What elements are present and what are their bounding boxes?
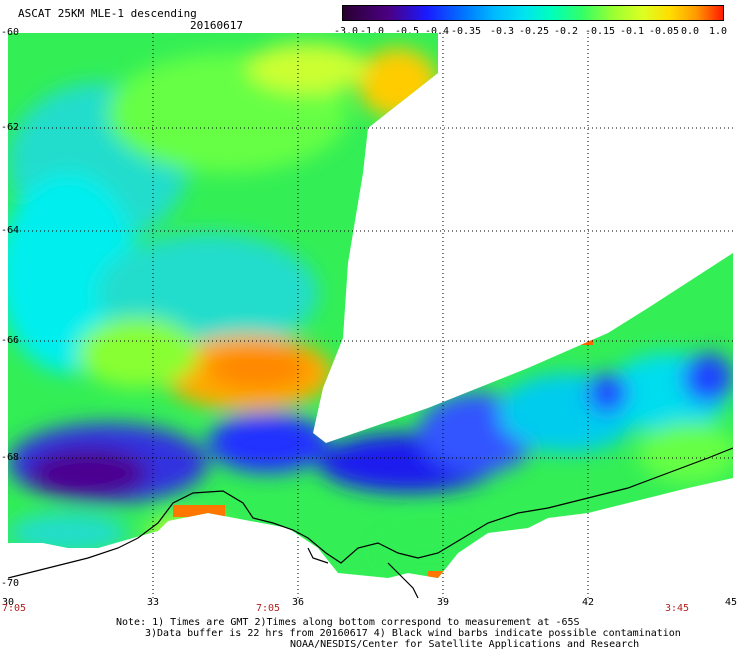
longitude-label: 45 [724, 597, 738, 608]
map-title: ASCAT 25KM MLE-1 descending [18, 7, 197, 20]
longitude-label: 42 [581, 597, 595, 608]
colorbar-label: -0.3 [489, 26, 515, 37]
time-label: 3:45 [664, 603, 690, 614]
colorbar-label: -3.0 [333, 26, 359, 37]
note-line-1: Note: 1) Times are GMT 2)Times along bot… [116, 617, 580, 628]
longitude-label: 39 [436, 597, 450, 608]
colorbar-label: -0.1 [619, 26, 645, 37]
latitude-label: -68 [1, 452, 20, 463]
colorbar-label: 1.0 [708, 26, 728, 37]
colorbar-label: -1.0 [359, 26, 385, 37]
credit-line: NOAA/NESDIS/Center for Satellite Applica… [290, 639, 640, 650]
colorbar-label: -0.15 [584, 26, 616, 37]
latitude-label: -62 [1, 122, 20, 133]
time-label: 7:05 [1, 603, 27, 614]
colorbar-label: -0.35 [450, 26, 482, 37]
time-label: 7:05 [255, 603, 281, 614]
note-line-2: 3)Data buffer is 22 hrs from 20160617 4)… [145, 628, 681, 639]
colorbar-label: -0.2 [553, 26, 579, 37]
colorbar-label: -0.5 [394, 26, 420, 37]
longitude-label: 30 [1, 597, 15, 608]
colorbar-label: -0.25 [518, 26, 550, 37]
colorbar-label: -0.4 [424, 26, 450, 37]
colorbar [342, 5, 724, 21]
latitude-label: -66 [1, 335, 20, 346]
longitude-label: 36 [291, 597, 305, 608]
colorbar-label: 0.0 [680, 26, 700, 37]
map-date: 20160617 [190, 19, 243, 32]
latitude-label: -60 [1, 27, 20, 38]
latitude-label: -64 [1, 225, 20, 236]
latitude-label: -70 [1, 578, 20, 589]
colorbar-label: -0.05 [648, 26, 680, 37]
wind-map [8, 33, 733, 599]
longitude-label: 33 [146, 597, 160, 608]
